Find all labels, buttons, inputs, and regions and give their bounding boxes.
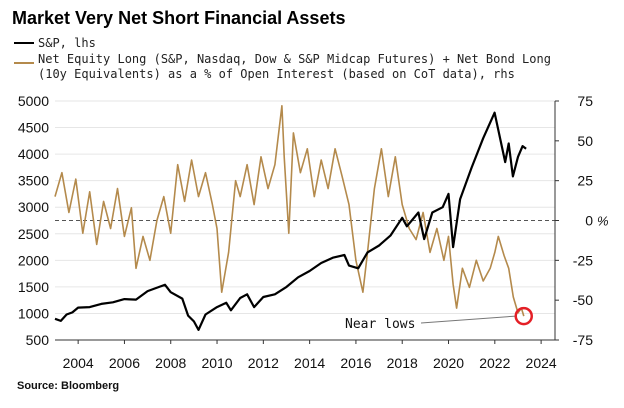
- y-left-tick-label: 4500: [18, 120, 49, 136]
- y-left-tick-label: 3500: [18, 173, 49, 189]
- x-tick-label: 2006: [109, 355, 140, 371]
- x-tick-label: 2024: [526, 355, 557, 371]
- y-right-tick-label: -50: [573, 292, 593, 308]
- x-axis: 2004 2006 2008 2010 2012 2014 2016 2018 2020 2022…: [55, 339, 557, 371]
- x-tick-label: 2004: [63, 355, 94, 371]
- x-tick-label: 2010: [201, 355, 232, 371]
- annotation-leader: [420, 315, 516, 324]
- legend-label-positioning-line1: Net Equity Long (S&P, Nasdaq, Dow & S&P …: [38, 52, 551, 66]
- y-right-tick-label: -25: [573, 252, 593, 268]
- series-line-sp: [54, 111, 527, 331]
- y-left-tick-label: 3000: [18, 199, 49, 215]
- y-left-tick-label: 4000: [18, 146, 49, 162]
- y-right-tick-label: 0: [585, 213, 593, 229]
- y-left-tick-label: 500: [26, 332, 50, 348]
- left-axis: 500 1000 1500 2000 2500 3000 3500 4000 4500 5000: [18, 93, 49, 348]
- y-left-tick-label: 5000: [18, 93, 49, 109]
- y-left-tick-label: 1000: [18, 305, 49, 321]
- right-axis-unit: %: [597, 214, 609, 229]
- y-left-tick-label: 2000: [18, 252, 49, 268]
- x-tick-label: 2012: [248, 355, 279, 371]
- y-left-tick-label: 2500: [18, 226, 49, 242]
- right-axis: -75 -50 -25 0 25 50 75: [554, 93, 593, 348]
- y-right-tick-label: -75: [573, 332, 593, 348]
- chart-title: Market Very Net Short Financial Assets: [12, 8, 345, 28]
- y-right-tick-label: 75: [577, 93, 593, 109]
- source-label: Source: Bloomberg: [17, 380, 119, 392]
- x-tick-label: 2014: [294, 355, 325, 371]
- y-right-tick-label: 50: [577, 133, 593, 149]
- legend-label-sp: S&P, lhs: [38, 36, 96, 50]
- annotation-label: Near lows: [345, 317, 415, 332]
- y-right-tick-label: 25: [577, 173, 593, 189]
- x-tick-label: 2022: [479, 355, 510, 371]
- legend-label-positioning: Net Equity Long (S&P, Nasdaq, Dow & S&P …: [38, 52, 558, 81]
- series-line-positioning: [54, 105, 525, 317]
- legend: S&P, lhs Net Equity Long (S&P, Nasdaq, D…: [14, 36, 558, 81]
- legend-label-positioning-line2: (10y Equivalents) as a % of Open Interes…: [38, 67, 515, 81]
- annotation-highlight-circle: [514, 306, 533, 326]
- x-tick-label: 2018: [387, 355, 418, 371]
- x-tick-label: 2008: [155, 355, 186, 371]
- gridlines: [55, 100, 555, 341]
- x-tick-label: 2016: [340, 355, 371, 371]
- x-tick-label: 2020: [433, 355, 464, 371]
- y-left-tick-label: 1500: [18, 279, 49, 295]
